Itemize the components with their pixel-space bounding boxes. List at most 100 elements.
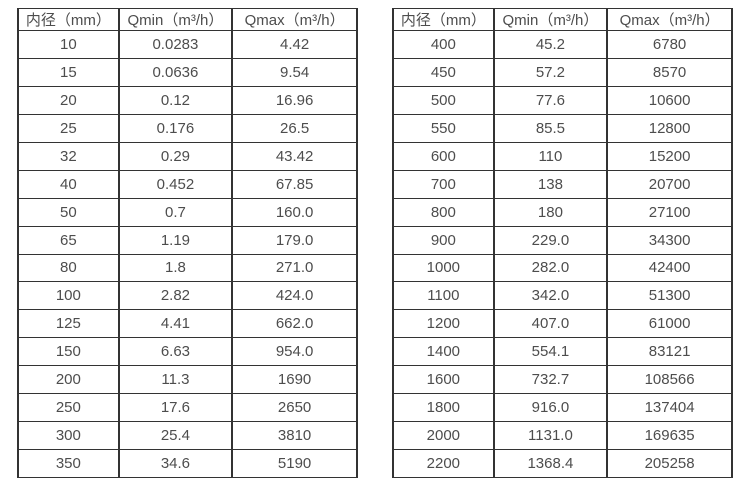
table-row: 150 6.63 954.0	[17, 337, 358, 367]
table-cell: 12800	[606, 113, 733, 143]
table-cell: 34300	[606, 225, 733, 255]
table-cell: 0.176	[117, 113, 234, 143]
table-cell: 229.0	[492, 225, 609, 255]
column-header: Qmax（m³/h）	[606, 8, 733, 31]
table-cell: 110	[492, 141, 609, 171]
table-cell: 4.41	[117, 309, 234, 339]
table-row: 25 0.176 26.5	[17, 113, 358, 143]
table-row: 40 0.452 67.85	[17, 169, 358, 199]
table-cell: 6.63	[117, 337, 234, 367]
table-cell: 900	[392, 225, 495, 255]
table-cell: 67.85	[231, 169, 358, 199]
table-cell: 0.0636	[117, 57, 234, 87]
table-row: 1400 554.1 83121	[392, 337, 733, 367]
table-cell: 8570	[606, 57, 733, 87]
table-cell: 400	[392, 30, 495, 59]
table-cell: 0.29	[117, 141, 234, 171]
table-cell: 65	[17, 225, 120, 255]
table-cell: 11.3	[117, 365, 234, 395]
table-cell: 1000	[392, 253, 495, 283]
flow-table-small-diameters: 内径（mm） Qmin（m³/h） Qmax（m³/h） 10 0.0283 4.42 15…	[17, 8, 358, 478]
table-cell: 271.0	[231, 253, 358, 283]
table-cell: 17.6	[117, 393, 234, 423]
table-row: 32 0.29 43.42	[17, 141, 358, 171]
column-header: 内径（mm）	[392, 8, 495, 31]
table-cell: 407.0	[492, 309, 609, 339]
table-cell: 42400	[606, 253, 733, 283]
table-row: 125 4.41 662.0	[17, 309, 358, 339]
table-cell: 0.12	[117, 85, 234, 115]
table-cell: 300	[17, 421, 120, 451]
table-cell: 450	[392, 57, 495, 87]
table-cell: 1200	[392, 309, 495, 339]
table-row: 20 0.12 16.96	[17, 85, 358, 115]
table-row: 1100 342.0 51300	[392, 281, 733, 311]
table-row: 1200 407.0 61000	[392, 309, 733, 339]
table-cell: 4.42	[231, 30, 358, 59]
table-row: 15 0.0636 9.54	[17, 57, 358, 87]
table-cell: 85.5	[492, 113, 609, 143]
table-cell: 27100	[606, 197, 733, 227]
table-cell: 1368.4	[492, 449, 609, 478]
table-cell: 205258	[606, 449, 733, 478]
table-cell: 61000	[606, 309, 733, 339]
table-cell: 700	[392, 169, 495, 199]
table-row: 200 11.3 1690	[17, 365, 358, 395]
table-cell: 600	[392, 141, 495, 171]
table-cell: 138	[492, 169, 609, 199]
table-cell: 125	[17, 309, 120, 339]
table-cell: 500	[392, 85, 495, 115]
table-cell: 200	[17, 365, 120, 395]
table-cell: 51300	[606, 281, 733, 311]
table-cell: 1690	[231, 365, 358, 395]
table-cell: 282.0	[492, 253, 609, 283]
table-cell: 160.0	[231, 197, 358, 227]
table-cell: 108566	[606, 365, 733, 395]
table-row: 65 1.19 179.0	[17, 225, 358, 255]
table-cell: 32	[17, 141, 120, 171]
table-cell: 2.82	[117, 281, 234, 311]
table-cell: 732.7	[492, 365, 609, 395]
table-row: 1600 732.7 108566	[392, 365, 733, 395]
table-cell: 1100	[392, 281, 495, 311]
column-header: Qmin（m³/h）	[492, 8, 609, 31]
table-cell: 1131.0	[492, 421, 609, 451]
table-cell: 916.0	[492, 393, 609, 423]
table-cell: 800	[392, 197, 495, 227]
table-cell: 25	[17, 113, 120, 143]
header-row: 内径（mm） Qmin（m³/h） Qmax（m³/h）	[17, 8, 358, 31]
table-cell: 180	[492, 197, 609, 227]
table-cell: 100	[17, 281, 120, 311]
table-row: 600 110 15200	[392, 141, 733, 171]
table-cell: 1.8	[117, 253, 234, 283]
table-cell: 15200	[606, 141, 733, 171]
table-cell: 1600	[392, 365, 495, 395]
table-row: 2200 1368.4 205258	[392, 449, 733, 478]
table-row: 50 0.7 160.0	[17, 197, 358, 227]
table-row: 10 0.0283 4.42	[17, 30, 358, 59]
table-cell: 1.19	[117, 225, 234, 255]
table-cell: 550	[392, 113, 495, 143]
table-row: 100 2.82 424.0	[17, 281, 358, 311]
table-cell: 5190	[231, 449, 358, 478]
table-cell: 954.0	[231, 337, 358, 367]
table-cell: 50	[17, 197, 120, 227]
table-cell: 169635	[606, 421, 733, 451]
table-cell: 80	[17, 253, 120, 283]
table-cell: 2650	[231, 393, 358, 423]
table-cell: 554.1	[492, 337, 609, 367]
table-cell: 83121	[606, 337, 733, 367]
table-row: 550 85.5 12800	[392, 113, 733, 143]
column-header: 内径（mm）	[17, 8, 120, 31]
table-cell: 1800	[392, 393, 495, 423]
table-cell: 137404	[606, 393, 733, 423]
table-cell: 662.0	[231, 309, 358, 339]
table-cell: 34.6	[117, 449, 234, 478]
table-cell: 424.0	[231, 281, 358, 311]
table-cell: 15	[17, 57, 120, 87]
table-cell: 10	[17, 30, 120, 59]
table-cell: 2000	[392, 421, 495, 451]
table-row: 250 17.6 2650	[17, 393, 358, 423]
header-row: 内径（mm） Qmin（m³/h） Qmax（m³/h）	[392, 8, 733, 31]
table-cell: 150	[17, 337, 120, 367]
